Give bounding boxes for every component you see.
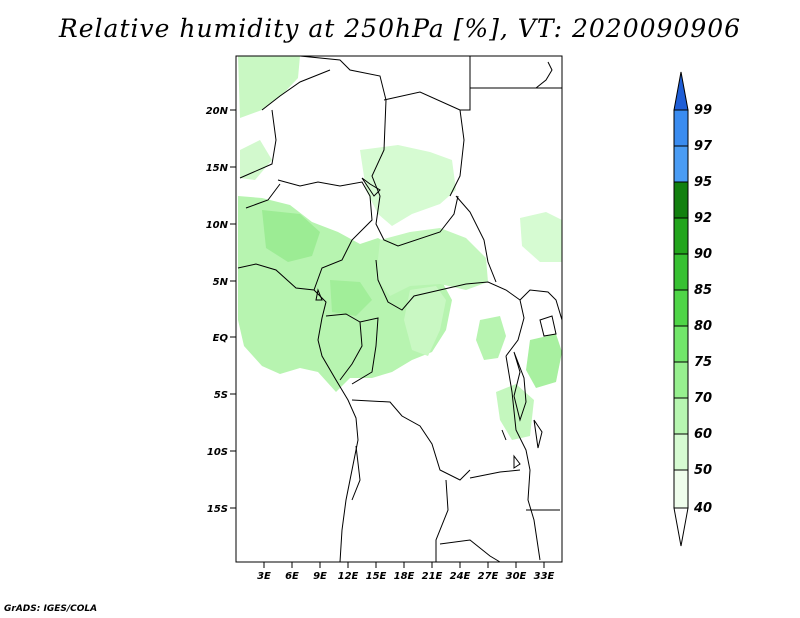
colorbar-label-97: 97 — [694, 139, 713, 154]
colorbar-segment-85-90 — [673, 253, 689, 291]
colorbar-label-95: 95 — [694, 175, 712, 190]
colorbar-segment-80-85 — [673, 289, 689, 327]
lon-label-30e: 30E — [506, 571, 527, 582]
colorbar-segment-70-75 — [673, 361, 689, 399]
lon-label-3e: 3E — [257, 571, 271, 582]
lon-label-27e: 27E — [478, 571, 499, 582]
colorbar — [673, 71, 689, 547]
colorbar-label-80: 80 — [694, 319, 712, 334]
map-frame — [235, 55, 563, 563]
lat-label-10s: 10S — [207, 447, 228, 458]
colorbar-label-50: 50 — [694, 463, 712, 478]
lon-axis — [263, 562, 545, 568]
lat-axis — [230, 109, 236, 509]
lon-label-24e: 24E — [450, 571, 471, 582]
colorbar-segment-95-97 — [673, 145, 689, 183]
lon-label-12e: 12E — [338, 571, 359, 582]
lon-label-21e: 21E — [422, 571, 443, 582]
colorbar-segment-92-95 — [673, 181, 689, 219]
lon-label-33e: 33E — [534, 571, 555, 582]
lat-label-5n: 5N — [213, 277, 229, 288]
colorbar-segment-75-80 — [673, 325, 689, 363]
lat-label-15s: 15S — [207, 504, 228, 515]
colorbar-segment-60-70 — [673, 397, 689, 435]
lat-label-15n: 15N — [206, 163, 229, 174]
map-title: Relative humidity at 250hPa [%], VT: 202… — [58, 14, 742, 43]
grads-credit: GrADS: IGES/COLA — [4, 604, 98, 614]
colorbar-label-75: 75 — [694, 355, 712, 370]
lat-label-10n: 10N — [206, 220, 229, 231]
colorbar-top-arrow — [673, 71, 689, 111]
colorbar-segment-97-99 — [673, 109, 689, 147]
colorbar-label-40: 40 — [693, 501, 712, 516]
colorbar-label-85: 85 — [694, 283, 712, 298]
lon-label-6e: 6E — [285, 571, 299, 582]
lon-label-9e: 9E — [313, 571, 327, 582]
lat-label-5s: 5S — [214, 390, 228, 401]
colorbar-label-60: 60 — [694, 427, 712, 442]
colorbar-label-92: 92 — [694, 211, 712, 226]
colorbar-segment-40-50 — [673, 469, 689, 509]
humidity-shading — [238, 56, 562, 440]
colorbar-label-99: 99 — [694, 103, 712, 118]
lat-label-20n: 20N — [206, 106, 229, 117]
lon-label-18e: 18E — [394, 571, 415, 582]
colorbar-bottom-arrow — [673, 507, 689, 547]
colorbar-label-90: 90 — [694, 247, 712, 262]
colorbar-segment-90-92 — [673, 217, 689, 255]
colorbar-segment-50-60 — [673, 433, 689, 471]
coastlines-borders — [237, 55, 563, 563]
colorbar-label-70: 70 — [694, 391, 712, 406]
lon-label-15e: 15E — [366, 571, 387, 582]
lat-label-eq: EQ — [213, 333, 229, 344]
